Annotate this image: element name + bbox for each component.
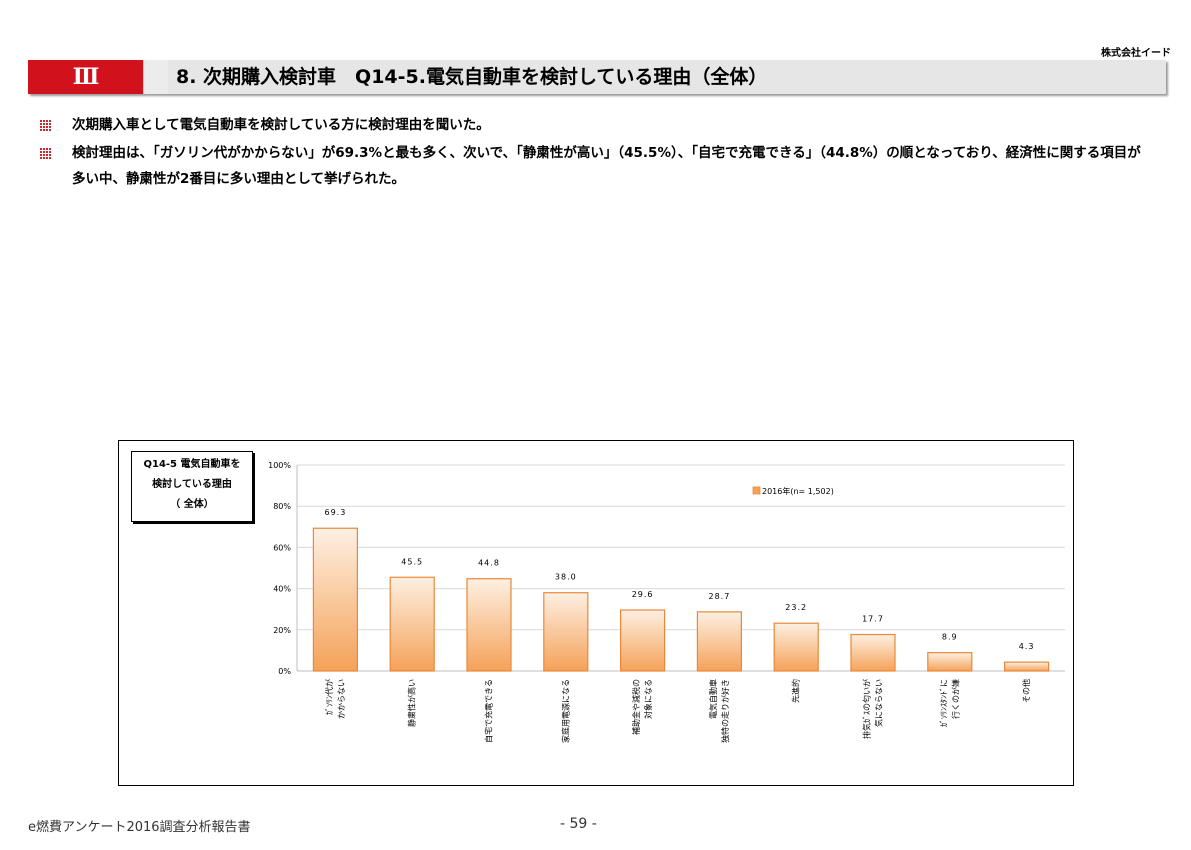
x-tick-label: かからない bbox=[337, 679, 346, 719]
bar-value-label: 38.0 bbox=[555, 573, 577, 582]
summary-bullet: 検討理由は、「ガソリン代がかからない」が69.3%と最も多く、次いで、「静粛性が… bbox=[38, 140, 1148, 192]
company-name: 株式会社イード bbox=[1101, 48, 1171, 59]
chart-title-box: Q14-5 電気自動車を 検討している理由 （ 全体） bbox=[131, 451, 253, 522]
bar-value-label: 23.2 bbox=[785, 603, 807, 612]
bar-value-label: 44.8 bbox=[478, 559, 500, 568]
bullet-square-icon bbox=[40, 147, 52, 159]
y-tick-label: 20% bbox=[273, 626, 291, 635]
bar-value-label: 17.7 bbox=[862, 615, 884, 624]
x-tick-label: 排気ｶﾞｽの匂いが bbox=[862, 679, 872, 739]
bar-chart: 0% 20% 40% 60% 80% 100% 69.3 ｶﾞｿﾘﾝ代が かからない 45.5 静粛… bbox=[268, 461, 1065, 743]
summary-bullet: 次期購入車として電気自動車を検討している方に検討理由を聞いた。 bbox=[38, 112, 1148, 138]
x-tick-label: 電気自動車 bbox=[708, 679, 718, 719]
x-tick-label: 対象になる bbox=[643, 679, 653, 719]
bar-value-label: 69.3 bbox=[324, 508, 346, 517]
x-tick-label: 家庭用電源になる bbox=[560, 679, 570, 743]
chart-title-line: （ 全体） bbox=[170, 499, 214, 510]
bar-value-label: 4.3 bbox=[1019, 642, 1035, 651]
bar bbox=[389, 576, 435, 672]
legend-swatch bbox=[752, 486, 761, 495]
bar bbox=[543, 592, 589, 672]
bar bbox=[620, 609, 666, 672]
legend-label: 2016年(n= 1,502) bbox=[762, 486, 834, 496]
section-number: Ⅲ bbox=[28, 60, 168, 94]
x-tick-label: 先進的 bbox=[791, 679, 801, 703]
x-tick-label: 補助金や減税の bbox=[631, 679, 641, 735]
bar bbox=[927, 652, 973, 672]
x-tick-label: 自宅で充電できる bbox=[484, 679, 494, 743]
bar bbox=[850, 633, 896, 672]
x-tick-label: ｶﾞｿﾘﾝ代が bbox=[324, 679, 334, 715]
footer-report-title: e燃費アンケート2016調査分析報告書 bbox=[28, 820, 251, 835]
page-title-bar: Ⅲ 8. 次期購入検討車 Q14-5.電気自動車を検討している理由（全体） bbox=[28, 60, 1166, 94]
page-number: - 59 - bbox=[560, 816, 597, 832]
bar bbox=[773, 622, 819, 672]
chart-frame: Q14-5 電気自動車を 検討している理由 （ 全体） 0% 20% 40% 60% 8… bbox=[118, 440, 1074, 786]
y-tick-label: 80% bbox=[273, 502, 291, 511]
y-tick-label: 100% bbox=[268, 461, 291, 470]
chart-title-line: 検討している理由 bbox=[152, 479, 232, 490]
bar-value-label: 29.6 bbox=[632, 590, 654, 599]
bar bbox=[466, 578, 512, 672]
x-tick-label: 静粛性が高い bbox=[407, 679, 417, 727]
x-tick-label: 行くのが嫌 bbox=[950, 679, 960, 719]
y-tick-label: 60% bbox=[273, 543, 291, 552]
bar bbox=[1003, 661, 1050, 672]
bullet-text: 次期購入車として電気自動車を検討している方に検討理由を聞いた。 bbox=[72, 117, 490, 133]
x-tick-label: 気にならない bbox=[874, 679, 884, 727]
summary-bullets: 次期購入車として電気自動車を検討している方に検討理由を聞いた。 検討理由は、「ガ… bbox=[38, 112, 1148, 194]
x-tick-label: ｶﾞｿﾘﾝｽﾀﾝﾄﾞに bbox=[939, 679, 948, 727]
bullet-square-icon bbox=[40, 119, 52, 131]
y-tick-label: 40% bbox=[273, 585, 291, 594]
bar bbox=[312, 527, 358, 672]
bar bbox=[696, 611, 743, 672]
chart-title-line: Q14-5 電気自動車を bbox=[143, 459, 241, 470]
page-title: 8. 次期購入検討車 Q14-5.電気自動車を検討している理由（全体） bbox=[176, 66, 768, 88]
x-tick-label: その他 bbox=[1021, 679, 1031, 703]
y-tick-label: 0% bbox=[278, 667, 291, 676]
bullet-text: 検討理由は、「ガソリン代がかからない」が69.3%と最も多く、次いで、「静粛性が… bbox=[72, 145, 1141, 187]
bar-value-label: 45.5 bbox=[401, 557, 423, 566]
bar-value-label: 8.9 bbox=[942, 633, 958, 642]
x-tick-label: 独特の走りが好き bbox=[720, 679, 730, 743]
bar-value-label: 28.7 bbox=[708, 592, 730, 601]
